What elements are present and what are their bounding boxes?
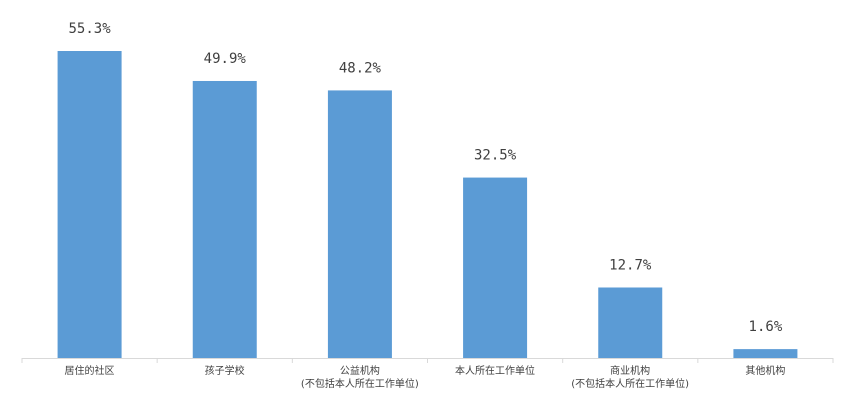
value-label: 1.6% — [749, 319, 783, 335]
value-label: 48.2% — [339, 60, 382, 76]
bar — [463, 177, 528, 358]
value-label: 55.3% — [69, 21, 112, 37]
x-tick-label: 公益机构 (不包括本人所在工作单位) — [300, 366, 419, 390]
value-label: 49.9% — [204, 51, 247, 67]
bar — [192, 80, 257, 358]
x-tick-label: 其他机构 — [745, 366, 786, 377]
value-label: 12.7% — [609, 257, 652, 273]
value-label: 32.5% — [474, 148, 517, 164]
x-tick-label: 孩子学校 — [204, 366, 245, 377]
x-tick-label: 居住的社区 — [64, 366, 115, 377]
x-tick-label: 本人所在工作单位 — [455, 366, 535, 377]
bar — [733, 349, 798, 358]
bar — [598, 287, 663, 358]
bar — [57, 51, 122, 358]
x-tick-label: 商业机构 (不包括本人所在工作单位) — [571, 366, 690, 390]
bar — [327, 90, 392, 358]
